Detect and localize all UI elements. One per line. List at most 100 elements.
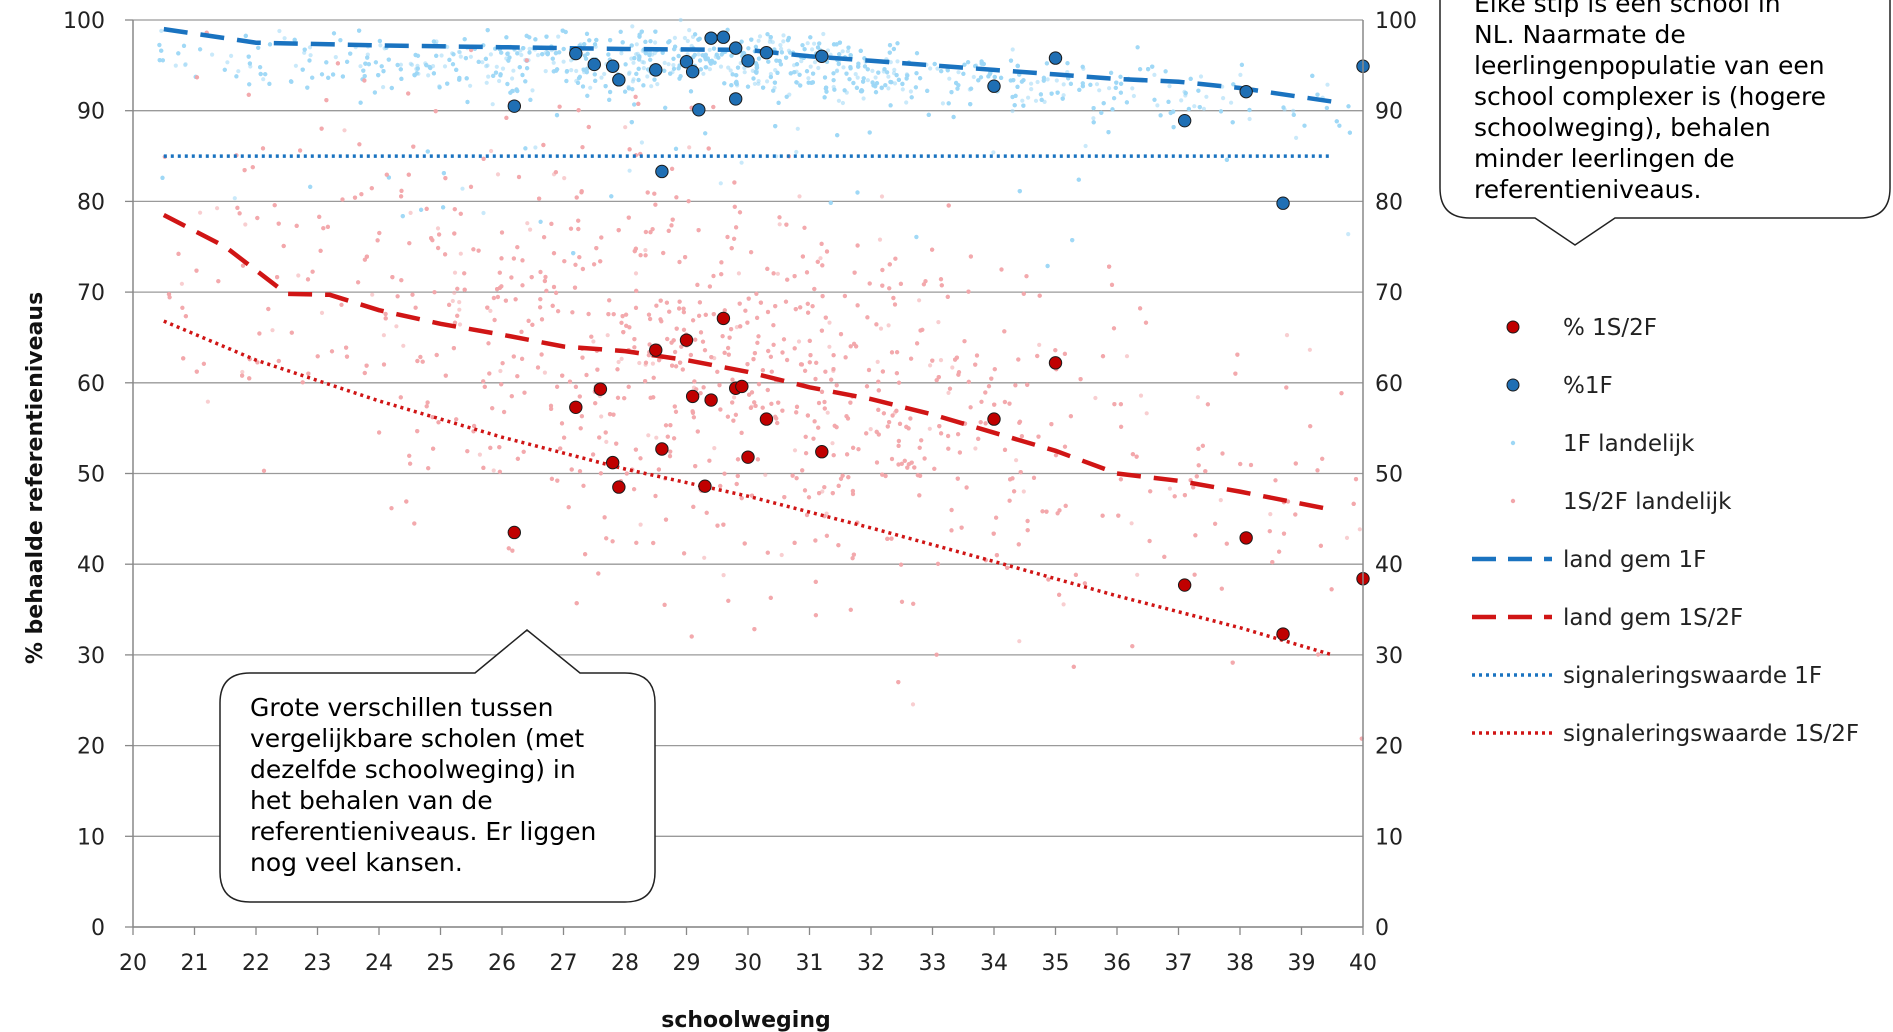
cloud-dot-1F xyxy=(775,70,780,75)
cloud-dot-1S2F xyxy=(1014,458,1019,463)
cloud-dot-1F xyxy=(825,48,831,53)
cloud-dot-1F xyxy=(1091,116,1096,121)
cloud-dot-1F xyxy=(1101,101,1106,106)
cloud-dot-1F xyxy=(753,61,759,66)
cloud-dot-1S2F xyxy=(1268,511,1273,517)
cloud-dot-1F xyxy=(940,101,946,106)
cloud-dot-1F xyxy=(181,43,187,49)
cloud-dot-1F xyxy=(788,50,793,55)
cloud-dot-1F xyxy=(493,70,499,75)
cloud-dot-1F xyxy=(160,175,165,180)
cloud-dot-1F xyxy=(761,85,766,90)
cloud-dot-1F xyxy=(585,66,590,71)
cloud-dot-1F xyxy=(560,28,565,33)
cloud-dot-1F xyxy=(649,84,654,89)
cloud-dot-1F xyxy=(986,74,991,79)
cloud-dot-1F xyxy=(326,75,331,80)
cloud-dot-1F xyxy=(662,68,667,73)
cloud-dot-1F xyxy=(395,62,400,68)
cloud-dot-1S2F xyxy=(179,281,184,286)
cloud-dot-1F xyxy=(653,29,658,34)
cloud-dot-1F xyxy=(425,149,430,154)
cloud-dot-1F xyxy=(733,80,739,85)
cloud-dot-1F xyxy=(753,44,759,50)
cloud-dot-1S2F xyxy=(342,128,347,133)
cloud-dot-1F xyxy=(696,37,701,42)
cloud-dot-1F xyxy=(1033,98,1039,103)
cloud-dot-1S2F xyxy=(215,206,220,211)
cloud-dot-1F xyxy=(159,28,164,33)
cloud-dot-1F xyxy=(1015,84,1020,89)
cloud-dot-1F xyxy=(1186,106,1191,112)
cloud-dot-1F xyxy=(874,81,880,86)
cloud-dot-1F xyxy=(333,55,338,60)
cloud-dot-1F xyxy=(1097,88,1102,93)
cloud-dot-1F xyxy=(527,46,532,52)
cloud-dot-1F xyxy=(575,80,581,85)
cloud-dot-1F xyxy=(445,81,450,86)
cloud-dot-1F xyxy=(1291,112,1296,117)
cloud-dot-1F xyxy=(1012,103,1017,108)
cloud-dot-1S2F xyxy=(1061,602,1066,607)
cloud-dot-1F xyxy=(887,43,893,48)
cloud-dot-1F xyxy=(1124,100,1129,105)
cloud-dot-1S2F xyxy=(1307,347,1312,352)
cloud-dot-1F xyxy=(525,66,530,71)
national-cloud xyxy=(157,17,1364,741)
cloud-dot-1F xyxy=(292,37,297,43)
cloud-dot-1F xyxy=(861,79,866,84)
cloud-dot-1F xyxy=(666,62,671,67)
cloud-dot-1S2F xyxy=(868,427,873,432)
cloud-dot-1S2F xyxy=(927,426,932,431)
cloud-dot-1F xyxy=(861,96,866,101)
cloud-dot-1F xyxy=(883,83,888,88)
cloud-dot-1F xyxy=(1152,97,1157,102)
cloud-dot-1F xyxy=(956,70,961,75)
cloud-dot-1F xyxy=(1114,80,1119,85)
cloud-dot-1F xyxy=(302,47,307,52)
cloud-dot-1S2F xyxy=(1017,639,1022,644)
cloud-dot-1S2F xyxy=(796,339,802,344)
cloud-dot-1F xyxy=(643,39,648,45)
cloud-dot-1F xyxy=(509,76,515,81)
cloud-dot-1F xyxy=(703,52,708,57)
cloud-dot-1F xyxy=(486,74,491,79)
cloud-dot-1F xyxy=(256,45,261,50)
cloud-dot-1F xyxy=(1099,110,1104,115)
cloud-dot-1F xyxy=(480,60,485,65)
cloud-dot-1F xyxy=(822,75,828,80)
cloud-dot-1F xyxy=(1315,92,1320,97)
cloud-dot-1F xyxy=(1218,109,1224,114)
cloud-dot-1F xyxy=(865,78,871,83)
cloud-dot-1F xyxy=(626,86,632,91)
cloud-dot-1F xyxy=(696,52,701,57)
cloud-dot-1F xyxy=(777,58,782,64)
cloud-dot-1S2F xyxy=(973,446,978,451)
cloud-dot-1F xyxy=(1131,93,1136,99)
cloud-dot-1F xyxy=(246,54,251,59)
cloud-dot-1F xyxy=(700,53,705,58)
cloud-dot-1F xyxy=(377,38,382,44)
cloud-dot-1F xyxy=(561,59,566,64)
cloud-dot-1F xyxy=(308,184,313,189)
cloud-dot-1F xyxy=(232,196,237,201)
cloud-dot-1F xyxy=(698,58,703,63)
cloud-dot-1F xyxy=(1198,74,1204,79)
cloud-dot-1F xyxy=(876,70,881,75)
cloud-dot-1F xyxy=(1183,91,1188,96)
cloud-dot-1F xyxy=(772,80,778,85)
cloud-dot-1F xyxy=(1029,87,1034,92)
cloud-dot-1F xyxy=(307,45,313,50)
cloud-dot-1F xyxy=(523,146,528,151)
cloud-dot-1F xyxy=(584,31,590,36)
cloud-dot-1F xyxy=(811,71,816,76)
cloud-dot-1S2F xyxy=(702,555,707,560)
cloud-dot-1S2F xyxy=(401,343,406,348)
cloud-dot-1S2F xyxy=(1344,535,1350,541)
cloud-dot-1F xyxy=(419,207,424,212)
cloud-dot-1F xyxy=(498,72,503,77)
cloud-dot-1F xyxy=(828,200,833,205)
cloud-dot-1F xyxy=(1138,67,1143,72)
cloud-dot-1F xyxy=(784,55,789,60)
cloud-dot-1F xyxy=(593,78,598,83)
